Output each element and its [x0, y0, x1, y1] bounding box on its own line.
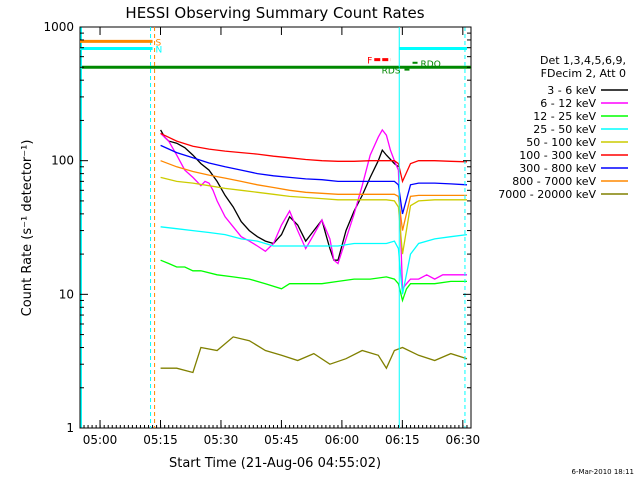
- x-tick-label-0: 05:00: [83, 433, 118, 447]
- x-tick-label-4: 06:00: [325, 433, 360, 447]
- series-line-0: [160, 129, 399, 261]
- y-axis-label: Count Rate (s⁻¹ detector⁻¹): [20, 140, 35, 317]
- y-tick-label-0: 1: [66, 421, 74, 435]
- y-tick-label-2: 100: [51, 154, 74, 168]
- y-tick-label-3: 1000: [43, 20, 74, 34]
- series-line-4: [160, 176, 467, 255]
- legend: Det 1,3,4,5,6,9,FDecim 2, Att 0 3 - 6 keV…: [498, 54, 628, 201]
- axis-layer: 05:00 05:15 05:30 05:45 06:00 06:15 06:30 1 10 10…: [43, 20, 480, 447]
- x-tick-label-1: 05:15: [143, 433, 178, 447]
- flag-label-1: N: [156, 46, 163, 56]
- legend-label-2: 12 - 25 keV: [533, 110, 596, 123]
- x-tick-label-5: 06:15: [385, 433, 420, 447]
- series-line-2: [160, 259, 467, 303]
- x-tick-label-2: 05:30: [204, 433, 239, 447]
- legend-label-6: 300 - 800 keV: [519, 162, 596, 175]
- series-line-7: [160, 160, 467, 231]
- series-layer: [160, 128, 468, 374]
- plot-frame: [79, 26, 472, 429]
- legend-label-4: 50 - 100 keV: [526, 136, 596, 149]
- flag-label-2: F: [367, 57, 372, 67]
- legend-label-5: 100 - 300 keV: [519, 149, 596, 162]
- chart-title: HESSI Observing Summary Count Rates: [125, 4, 424, 22]
- x-axis-label: Start Time (21-Aug-06 04:55:02): [169, 456, 381, 471]
- legend-label-1: 6 - 12 keV: [540, 97, 596, 110]
- legend-label-7: 800 - 7000 keV: [512, 175, 596, 188]
- flag-label-3: RDO: [421, 60, 441, 70]
- flag-layer: SN F RDO RDS: [80, 27, 471, 428]
- series-line-8: [160, 336, 468, 374]
- series-line-6: [160, 144, 468, 215]
- legend-title-0: Det 1,3,4,5,6,9,: [540, 54, 626, 67]
- legend-label-8: 7000 - 20000 keV: [498, 188, 596, 201]
- x-tick-label-6: 06:30: [446, 433, 481, 447]
- y-tick-label-1: 10: [59, 287, 74, 301]
- flag-label-4: RDS: [382, 67, 401, 77]
- series-line-1: [160, 128, 467, 291]
- legend-label-0: 3 - 6 keV: [547, 84, 596, 97]
- series-line-5: [160, 132, 468, 184]
- legend-title-1: FDecim 2, Att 0: [541, 67, 626, 80]
- flag-label-0: S: [156, 38, 162, 48]
- series-line-3: [160, 226, 468, 295]
- legend-label-3: 25 - 50 keV: [533, 123, 596, 136]
- x-tick-label-3: 05:45: [264, 433, 299, 447]
- footer-timestamp: 6-Mar-2010 18:11: [572, 468, 634, 476]
